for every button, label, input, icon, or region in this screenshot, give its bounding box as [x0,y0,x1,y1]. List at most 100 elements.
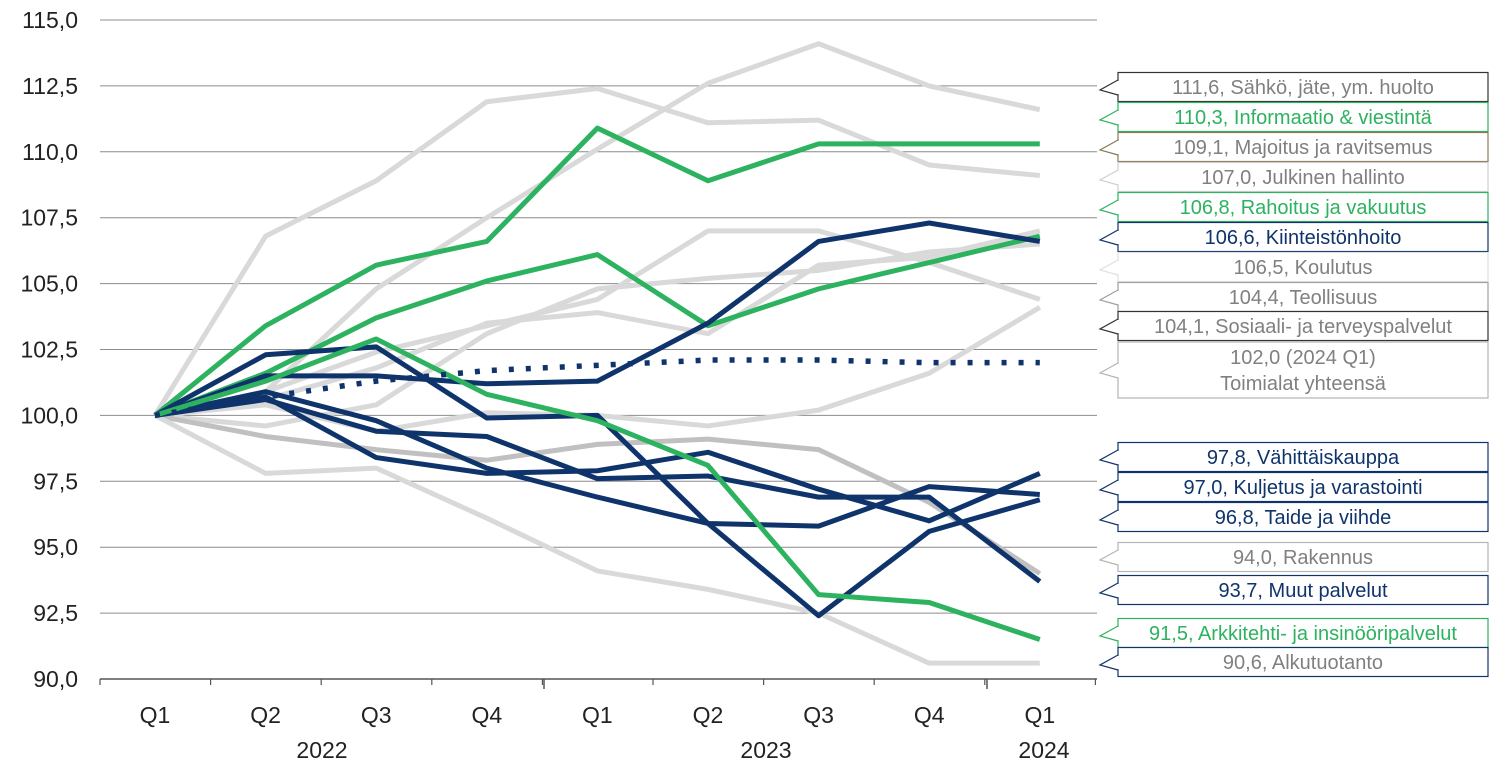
x-tick-label: Q1 [140,702,171,728]
label-pointer [1098,229,1119,246]
gridlines [100,19,1097,614]
series-line-majoitus-ja-ravitsemus [152,86,1041,417]
series-label-16: 91,5, Arkkitehti- ja insinööripalvelut [1098,617,1489,649]
x-tick-label: Q2 [693,702,724,728]
y-tick-label: 90,0 [33,666,78,692]
series-label-4: 107,0, Julkinen hallinto [1098,161,1489,193]
series-lines [152,41,1042,666]
label-box [1117,71,1489,103]
label-pointer [1098,318,1119,335]
label-box [1117,251,1489,283]
x-tick-label: Q2 [250,702,281,728]
y-tick-label: 105,0 [20,271,78,297]
label-text: 107,0, Julkinen hallinto [1201,167,1404,189]
label-pointer [1098,509,1119,526]
y-axis-tick-labels: 90,0 92,5 95,0 97,5 100,0 102,5 105,0 107,5 110,… [20,7,78,692]
label-box [1117,471,1489,503]
series-label-2: 110,3, Informaatio & viestintä [1098,101,1489,133]
series-line-kiinteistönhoito [154,220,1041,418]
series-line-arkkitehti-ja-insinööripalvelut [154,336,1041,642]
series-label-9: 104,1, Sosiaali- ja terveyspalvelut [1098,310,1489,342]
series-label-14: 94,0, Rakennus [1098,541,1489,573]
y-tick-label: 100,0 [20,402,78,428]
label-pointer [1098,259,1119,276]
label-text: 91,5, Arkkitehti- ja insinööripalvelut [1149,623,1457,645]
year-label: 2023 [740,737,791,761]
series-line-julkinen-hallinto [154,228,1041,418]
label-text: 106,6, Kiinteistönhoito [1205,227,1402,249]
label-pointer [1098,582,1119,599]
label-text: 93,7, Muut palvelut [1219,580,1388,602]
series-line-kuljetus-ja-varastointi [153,344,1040,529]
label-pointer [1098,362,1119,379]
year-label: 2022 [296,737,347,761]
series-label-7: 106,5, Koulutus [1098,251,1489,283]
series-line-toimialat-yhteensä [154,357,1040,419]
x-tick-label: Q3 [361,702,392,728]
label-pointer [1098,109,1119,126]
y-tick-label: 95,0 [33,534,78,560]
label-text: 104,1, Sosiaali- ja terveyspalvelut [1154,316,1452,338]
y-tick-label: 92,5 [33,600,78,626]
label-pointer [1098,139,1119,156]
series-label-1: 111,6, Sähkö, jäte, ym. huolto [1098,71,1489,103]
series-line-rakennus [154,412,1042,576]
label-box [1117,161,1489,193]
label-pointer [1098,449,1119,466]
x-tick-label: Q4 [471,702,502,728]
label-text: 106,8, Rahoitus ja vakuutus [1180,197,1427,219]
label-box [1117,541,1489,573]
label-pointer [1098,549,1119,566]
series-line-rahoitus-ja-vakuutus [154,233,1041,418]
label-box [1117,617,1489,649]
x-tick-label: Q1 [1024,702,1055,728]
label-text: 104,4, Teollisuus [1229,287,1378,309]
label-text: 97,8, Vähittäiskauppa [1207,447,1400,469]
label-pointer [1098,654,1119,671]
series-line-alkutuotanto [153,413,1040,666]
label-text: 97,0, Kuljetus ja varastointi [1183,477,1422,499]
series-label-12: 97,0, Kuljetus ja varastointi [1098,471,1489,503]
series-line-informaatio-viestintä [153,125,1040,418]
series-label-17: 90,6, Alkutuotanto [1098,646,1489,678]
series-label-6: 106,6, Kiinteistönhoito [1098,221,1489,253]
label-pointer [1098,289,1119,306]
label-text: 106,5, Koulutus [1234,257,1373,279]
x-axis: Q1 Q2 Q3 Q4 Q1 Q2 Q3 Q4 Q1 2022 2023 2024 [99,678,1097,761]
x-tick-label: Q4 [914,702,945,728]
label-text: 111,6, Sähkö, jäte, ym. huolto [1172,77,1434,99]
x-tick-label: Q3 [803,702,834,728]
year-label: 2024 [1018,737,1069,761]
label-text: 109,1, Majoitus ja ravitsemus [1173,137,1432,159]
y-tick-label: 110,0 [22,139,78,165]
series-line-taide-ja-viihde [154,389,1041,619]
series-line-muut-palvelut [154,397,1042,584]
y-tick-label: 112,5 [22,73,78,99]
label-pointer [1098,79,1119,96]
series-label-8: 104,4, Teollisuus [1098,281,1489,313]
label-text-line2: Toimialat yhteensä [1220,373,1387,395]
series-label-15: 93,7, Muut palvelut [1098,574,1489,606]
series-label-11: 97,8, Vähittäiskauppa [1098,441,1489,473]
label-box [1117,191,1489,223]
label-box [1117,341,1489,399]
series-label-10: 102,0 (2024 Q1) Toimialat yhteensä [1098,341,1489,399]
label-pointer [1098,479,1119,496]
label-text: 102,0 (2024 Q1) [1230,347,1376,369]
series-line-vähittäiskauppa [154,394,1041,524]
label-box [1117,310,1489,342]
series-line-teollisuus [154,228,1041,418]
label-text: 96,8, Taide ja viihde [1215,507,1391,529]
y-tick-label: 115,0 [22,7,78,33]
label-box [1117,131,1489,163]
x-tick-label: Q1 [582,702,613,728]
label-box [1117,101,1489,133]
series-labels: 111,6, Sähkö, jäte, ym. huolto 110,3, Inf… [1098,71,1489,678]
label-box [1117,281,1489,313]
series-label-3: 109,1, Majoitus ja ravitsemus [1098,131,1489,163]
series-label-5: 106,8, Rahoitus ja vakuutus [1098,191,1489,223]
label-box [1117,441,1489,473]
y-tick-label: 102,5 [20,337,78,363]
label-text: 110,3, Informaatio & viestintä [1174,107,1432,129]
